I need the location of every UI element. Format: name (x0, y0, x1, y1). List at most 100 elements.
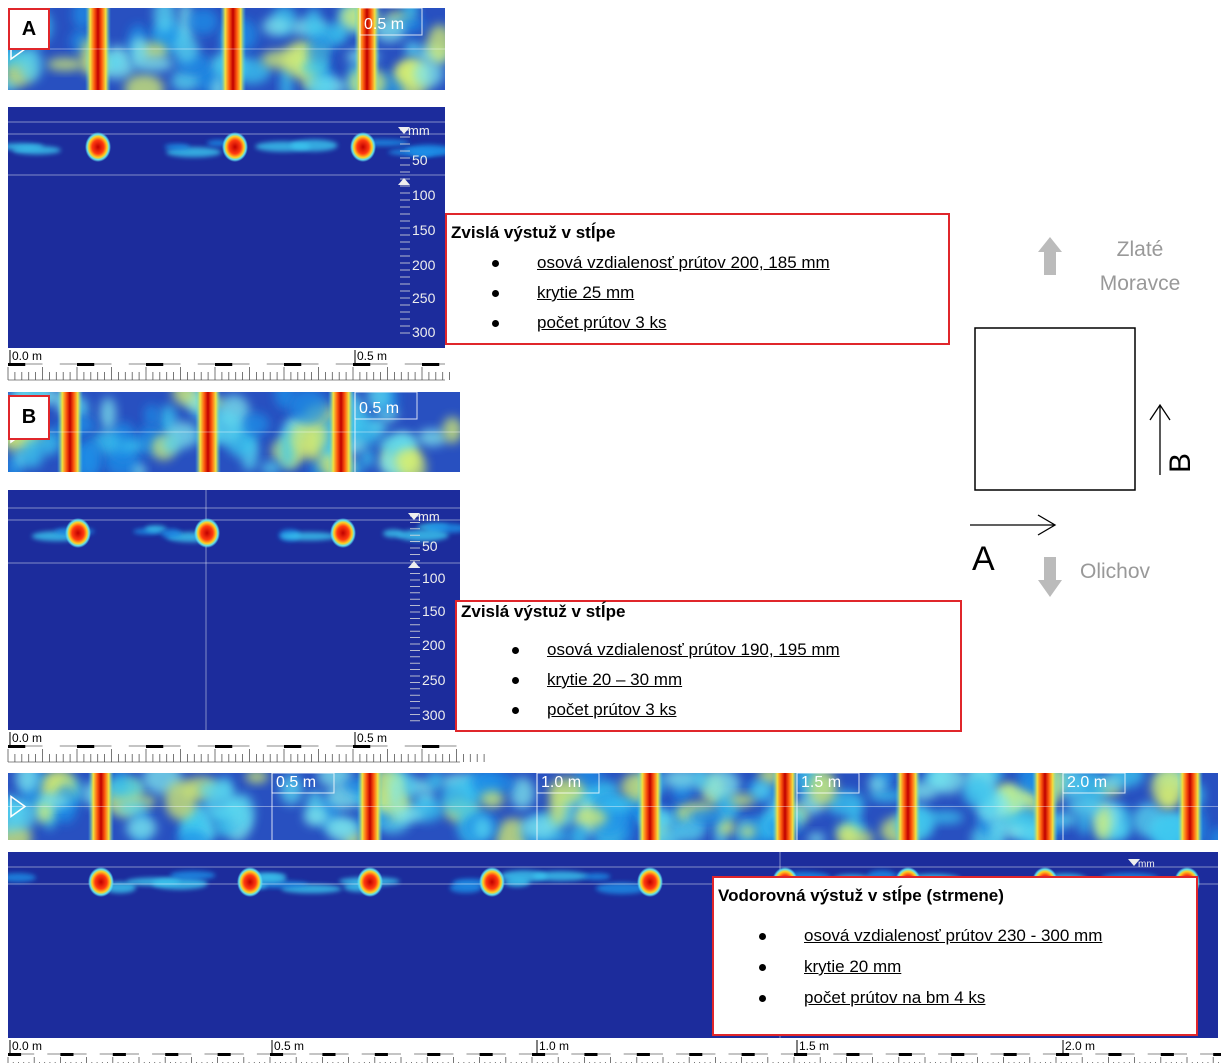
arrow-north (1038, 237, 1062, 275)
ruler-label: 1.5 m (799, 1039, 829, 1053)
strip-blob (262, 17, 290, 36)
note-item: počet prútov na bm 4 ks (804, 988, 985, 1008)
strip-blob (19, 48, 42, 82)
strip-blob (807, 833, 825, 845)
strip-blob (162, 435, 181, 454)
ruler-bar (296, 1053, 309, 1056)
note-item: počet prútov 3 ks (537, 313, 666, 333)
depth-tick-label: 250 (412, 290, 436, 306)
strip-blob (837, 823, 858, 844)
scan-streak (383, 529, 403, 537)
ruler-bar (8, 745, 25, 748)
ruler-bar (87, 1053, 100, 1056)
note-title: Zvislá výstuž v stĺpe (451, 223, 615, 243)
scan-streak (164, 144, 189, 150)
ruler-bar (1082, 1053, 1095, 1056)
ruler-bar (925, 1053, 938, 1056)
bullet (492, 260, 499, 267)
ruler-bar (951, 1053, 964, 1056)
scan-streak (170, 871, 216, 880)
ruler-bar (1030, 1053, 1043, 1056)
ruler-label: 0.5 m (357, 731, 387, 745)
scan-streak (500, 870, 547, 882)
depth-tick-label: 300 (412, 324, 436, 340)
ruler-bar (375, 1053, 388, 1056)
ruler-bar (250, 363, 267, 366)
ruler-bar (637, 1053, 650, 1056)
page: 0.5 mmm501001502002503000.0 m0.5 m0.5 mm… (0, 0, 1221, 1063)
ruler-bar (8, 1053, 21, 1056)
ruler-bar (181, 745, 198, 748)
panel-label: A (8, 8, 50, 50)
strip-blob (599, 798, 633, 810)
ruler-bar (353, 745, 370, 748)
rebar (65, 518, 91, 548)
strip-blob (133, 464, 146, 479)
ruler-bar (427, 1053, 440, 1056)
strip-blob (571, 806, 607, 828)
bullet (492, 320, 499, 327)
strip-blob (47, 58, 84, 71)
scan-streak (281, 532, 338, 540)
ruler-bar (768, 1053, 781, 1056)
ruler-bar (846, 1053, 859, 1056)
ruler-bar (453, 1053, 466, 1056)
bullet (759, 933, 766, 940)
ruler-bar (715, 1053, 728, 1056)
ruler-label: 1.0 m (539, 1039, 569, 1053)
strip-marker: 0.5 m (364, 16, 404, 33)
depth-unit: mm (418, 509, 440, 524)
note-item: krytie 20 mm (804, 957, 901, 977)
ruler-bar (113, 1053, 126, 1056)
note-title: Zvislá výstuž v stĺpe (461, 602, 625, 622)
rebar (357, 867, 383, 897)
ruler-bar (43, 745, 60, 748)
strip-blob (177, 830, 209, 849)
ruler-bar (77, 363, 94, 366)
ruler-bar (181, 363, 198, 366)
ruler-bar (43, 363, 60, 366)
strip-marker: 0.5 m (359, 400, 399, 417)
ruler-label: 2.0 m (1065, 1039, 1095, 1053)
ruler-bar (112, 363, 129, 366)
strip-blob (126, 816, 157, 841)
ruler-bar (663, 1053, 676, 1056)
ruler-bar (742, 1053, 755, 1056)
ruler-bar (506, 1053, 519, 1056)
depth-tick-label: 50 (422, 538, 438, 554)
strip-marker: 1.5 m (801, 774, 841, 791)
ruler-bar (165, 1053, 178, 1056)
ruler-bar (8, 363, 25, 366)
ruler-bar (977, 1053, 990, 1056)
ruler: 0.0 m0.5 m1.0 m1.5 m2.0 m (8, 1039, 1221, 1063)
depth-tick-label: 100 (412, 187, 436, 203)
arrow-south (1038, 557, 1062, 597)
ruler-bar (820, 1053, 833, 1056)
strip-blob (120, 440, 145, 452)
ruler-bar (794, 1053, 807, 1056)
rebar (479, 867, 505, 897)
ruler-bar (146, 363, 163, 366)
strip-blob (751, 781, 771, 800)
note-item: počet prútov 3 ks (547, 700, 676, 720)
strip-blob (413, 60, 444, 88)
ruler-bar (1161, 1053, 1174, 1056)
depth-tick-label: 300 (422, 707, 446, 723)
scan-streak (126, 878, 180, 886)
ruler-bar (250, 745, 267, 748)
depth-tick-label: 100 (422, 570, 446, 586)
strip-blob (443, 417, 463, 444)
strip-blob (81, 439, 102, 479)
scan-streak (291, 140, 338, 152)
strip-blob (361, 449, 374, 467)
rebar (194, 518, 220, 548)
strip-blob (740, 825, 755, 838)
ruler-label: 0.0 m (12, 1039, 42, 1053)
ruler-bar (388, 363, 405, 366)
ruler-bar (899, 1053, 912, 1056)
depth-tick-label: 200 (412, 257, 436, 273)
strip-blob (241, 413, 270, 436)
note-item: krytie 20 – 30 mm (547, 670, 682, 690)
ruler-bar (873, 1053, 886, 1056)
strip-marker: 1.0 m (541, 774, 581, 791)
